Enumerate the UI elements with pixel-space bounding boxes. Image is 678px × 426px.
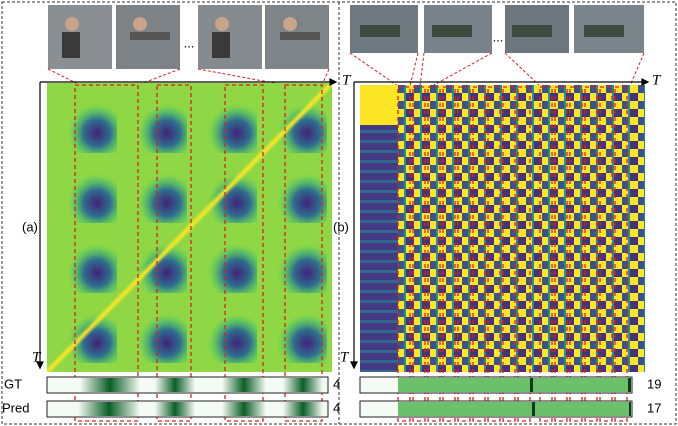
count: 4 <box>333 400 340 415</box>
matrix-corner <box>360 85 398 125</box>
ellipsis: ... <box>184 35 195 50</box>
matrix-edge <box>360 125 398 372</box>
row-label: GT <box>4 376 22 391</box>
count: 4 <box>333 376 340 391</box>
panel-label: (b) <box>333 219 349 234</box>
ellipsis: ... <box>493 29 504 44</box>
count-bars-b <box>360 377 632 417</box>
count-bars-a <box>47 377 328 417</box>
axis-label: T <box>652 72 662 88</box>
count: 17 <box>647 400 661 415</box>
axis-label: T <box>342 72 352 88</box>
panel-label: (a) <box>22 219 38 234</box>
count: 19 <box>647 376 661 391</box>
guides-b <box>350 53 644 86</box>
figure: ... T T (a) GT Pred 4 4 <box>0 0 678 426</box>
diagonal <box>47 83 332 372</box>
axis-label: T <box>340 349 350 365</box>
row-label: Pred <box>2 400 29 415</box>
